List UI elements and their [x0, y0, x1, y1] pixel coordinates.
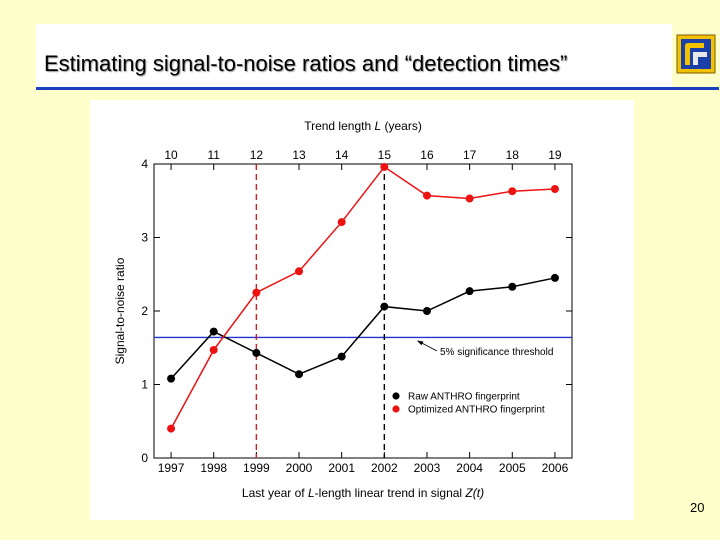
- title-underline: [36, 87, 719, 90]
- data-point-raw: [337, 352, 346, 361]
- y-tick-label: 1: [141, 378, 148, 392]
- series-line-raw: [170, 277, 556, 380]
- data-point-raw: [508, 282, 517, 291]
- legend: Raw ANTHRO fingerprint Optimized ANTHRO …: [392, 392, 545, 416]
- data-point-optimized: [295, 267, 304, 276]
- x-tick-label: 2001: [328, 461, 355, 475]
- data-point-optimized: [422, 191, 431, 200]
- data-point-optimized: [167, 424, 176, 433]
- threshold-label: 5% significance threshold: [440, 347, 553, 358]
- top-axis-label: Trend length L (years): [304, 119, 422, 133]
- x-tick-label: 1999: [243, 461, 270, 475]
- data-point-optimized: [550, 184, 559, 193]
- data-point-raw: [252, 348, 261, 357]
- top-tick-label: 15: [378, 148, 392, 162]
- top-tick-label: 16: [420, 148, 434, 162]
- x-tick-label: 2005: [499, 461, 526, 475]
- top-tick-label: 12: [250, 148, 264, 162]
- x-tick-label: 2006: [542, 461, 569, 475]
- top-tick-label: 17: [463, 148, 477, 162]
- legend-marker-raw: [392, 392, 400, 400]
- data-point-raw: [295, 370, 304, 379]
- y-tick-label: 2: [141, 304, 148, 318]
- series-line-optimized: [170, 165, 555, 429]
- slide-title: Estimating signal-to-noise ratios and “d…: [44, 51, 568, 76]
- chart-panel: Trend length L (years) Last year of L-le…: [90, 100, 634, 520]
- x-tick-label: 2003: [414, 461, 441, 475]
- top-tick-label: 18: [506, 148, 520, 162]
- y-tick-label: 0: [141, 451, 148, 465]
- top-tick-label: 13: [292, 148, 306, 162]
- data-point-raw: [380, 302, 389, 311]
- y-tick-label: 3: [141, 231, 148, 245]
- x-tick-label: 2000: [286, 461, 313, 475]
- data-point-optimized: [337, 218, 346, 227]
- y-axis-label: Signal-to-noise ratio: [113, 257, 127, 364]
- x-axis-label: Last year of L-length linear trend in si…: [242, 486, 484, 500]
- data-point-optimized: [252, 288, 261, 297]
- llnl-logo-icon: [676, 34, 716, 74]
- title-bar: Estimating signal-to-noise ratios and “d…: [36, 24, 672, 88]
- threshold-arrowhead: [417, 340, 424, 346]
- data-point-optimized: [508, 187, 517, 196]
- data-point-raw: [465, 287, 474, 296]
- legend-label-optimized: Optimized ANTHRO fingerprint: [408, 405, 545, 416]
- chart-dynamic-layer: 1997101998111999122000132001142002152003…: [141, 148, 572, 475]
- top-tick-label: 14: [335, 148, 349, 162]
- data-point-raw: [550, 273, 559, 282]
- data-point-optimized: [209, 345, 218, 354]
- x-tick-label: 2002: [371, 461, 398, 475]
- snr-chart: Trend length L (years) Last year of L-le…: [113, 119, 573, 500]
- top-tick-label: 11: [207, 148, 220, 162]
- x-tick-label: 2004: [456, 461, 483, 475]
- top-tick-label: 10: [164, 148, 178, 162]
- data-point-raw: [167, 374, 176, 383]
- data-point-raw: [422, 307, 431, 315]
- page-number: 20: [690, 500, 705, 515]
- x-tick-label: 1997: [158, 461, 185, 475]
- data-point-optimized: [380, 162, 389, 171]
- y-tick-label: 4: [141, 157, 148, 171]
- x-tick-label: 1998: [200, 461, 227, 475]
- threshold-annotation: 5% significance threshold: [417, 340, 553, 358]
- legend-label-raw: Raw ANTHRO fingerprint: [408, 392, 520, 403]
- data-point-raw: [209, 327, 218, 336]
- legend-marker-optimized: [392, 405, 400, 413]
- data-point-optimized: [465, 194, 474, 203]
- top-tick-label: 19: [548, 148, 562, 162]
